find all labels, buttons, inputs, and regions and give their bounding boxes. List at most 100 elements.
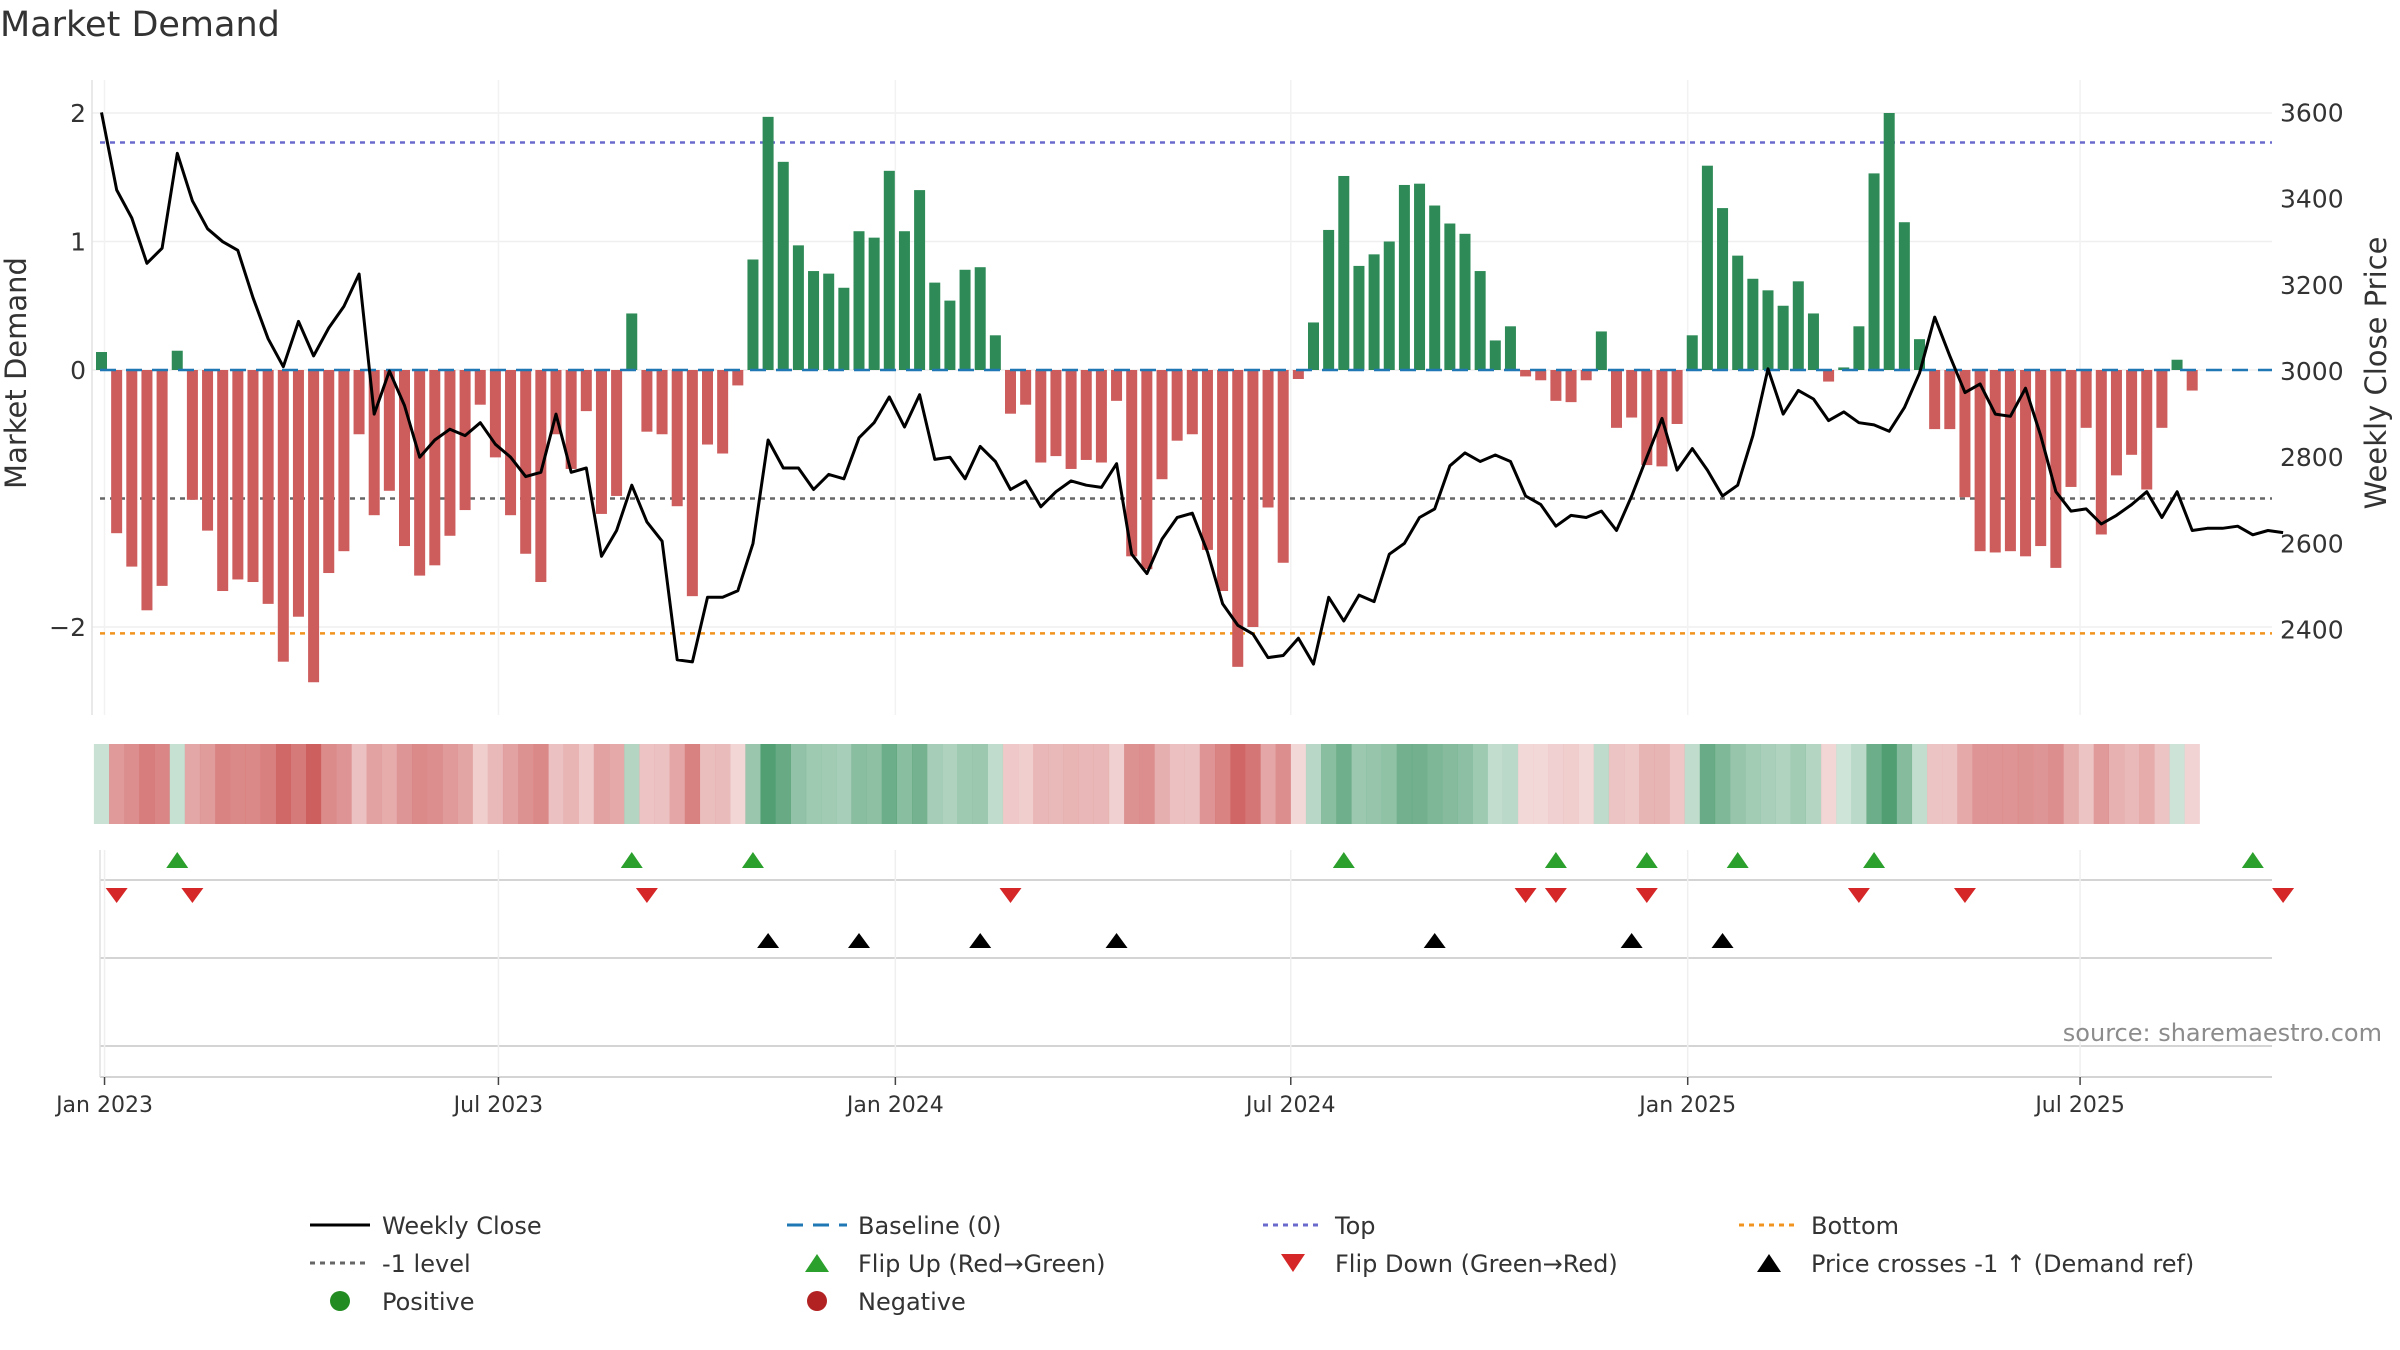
demand-bar-79 xyxy=(1292,370,1304,379)
left-tick-label-0: 2 xyxy=(70,99,86,128)
heat-cell-111 xyxy=(1775,744,1791,824)
demand-bar-25 xyxy=(474,370,486,405)
demand-bar-109 xyxy=(1747,278,1759,370)
chart-title: Market Demand xyxy=(0,5,280,45)
heat-cell-58 xyxy=(972,744,988,824)
flip-up-marker-7 xyxy=(1863,852,1886,868)
demand-bar-22 xyxy=(429,370,441,566)
heat-cell-95 xyxy=(1533,744,1549,824)
right-tick-label-2: 3200 xyxy=(2280,271,2344,300)
demand-bar-92 xyxy=(1489,340,1501,370)
legend-baseline: Baseline (0) xyxy=(787,1212,1001,1240)
heat-cell-92 xyxy=(1487,744,1503,824)
demand-bar-2 xyxy=(126,370,138,567)
flip-up-marker-1 xyxy=(620,852,643,868)
demand-bar-134 xyxy=(2126,370,2138,455)
demand-bar-127 xyxy=(2020,370,2032,557)
x-tick-label-0: Jan 2023 xyxy=(54,1093,153,1118)
heat-cell-99 xyxy=(1593,744,1610,824)
heat-cell-9 xyxy=(230,744,246,824)
heat-cell-126 xyxy=(2002,744,2019,824)
legend-flip-up-icon xyxy=(805,1254,829,1272)
demand-bar-81 xyxy=(1323,229,1335,370)
heat-cell-100 xyxy=(1608,744,1625,824)
heat-cell-1 xyxy=(109,744,125,824)
heat-cell-113 xyxy=(1805,744,1822,824)
weekly-close-line xyxy=(100,112,2284,666)
heat-cell-74 xyxy=(1215,744,1231,824)
heat-cell-12 xyxy=(275,744,291,824)
heat-cell-44 xyxy=(760,744,776,824)
flip-down-marker-6 xyxy=(1635,888,1658,903)
demand-bar-34 xyxy=(611,370,623,496)
heat-cell-86 xyxy=(1396,744,1413,824)
heat-cell-116 xyxy=(1851,744,1867,824)
demand-bar-136 xyxy=(2156,370,2168,428)
heat-cell-33 xyxy=(593,744,610,824)
demand-bar-93 xyxy=(1504,326,1516,370)
legend-price-cross-label: Price crosses -1 ↑ (Demand ref) xyxy=(1811,1250,2194,1278)
demand-heat-strip xyxy=(93,744,2200,824)
price-cross-marker-1 xyxy=(848,933,870,948)
heat-cell-129 xyxy=(2048,744,2064,824)
heat-cell-15 xyxy=(321,744,337,824)
heat-cell-49 xyxy=(836,744,852,824)
demand-bar-29 xyxy=(535,370,547,583)
demand-bar-117 xyxy=(1868,173,1880,370)
heat-cell-18 xyxy=(366,744,382,824)
demand-bar-56 xyxy=(944,300,956,370)
legend-flip-down-label: Flip Down (Green→Red) xyxy=(1335,1250,1618,1278)
heat-cell-123 xyxy=(1957,744,1973,824)
demand-bar-32 xyxy=(580,370,592,412)
demand-bar-91 xyxy=(1474,271,1486,370)
x-axis-ticks: Jan 2023 Jul 2023 Jan 2024 Jul 2024 Jan 2025… xyxy=(54,1077,2125,1118)
right-axis-label: Weekly Close Price xyxy=(2359,237,2393,510)
heat-cell-110 xyxy=(1760,744,1776,824)
heat-cell-108 xyxy=(1730,744,1746,824)
demand-bar-67 xyxy=(1111,370,1123,401)
heat-cell-104 xyxy=(1669,744,1685,824)
heat-cell-64 xyxy=(1063,744,1079,824)
flip-up-marker-4 xyxy=(1544,852,1567,868)
heat-cell-34 xyxy=(609,744,625,824)
demand-bar-76 xyxy=(1247,370,1259,627)
heat-cell-28 xyxy=(518,744,534,824)
legend-flip-up: Flip Up (Red→Green) xyxy=(805,1250,1106,1278)
flip-up-marker-0 xyxy=(166,852,189,868)
heat-cell-24 xyxy=(457,744,473,824)
demand-bar-49 xyxy=(838,287,850,370)
demand-bar-118 xyxy=(1883,113,1895,370)
left-tick-label-3: −2 xyxy=(49,613,86,642)
heat-cell-35 xyxy=(624,744,640,824)
flip-up-marker-2 xyxy=(741,852,764,868)
heat-cell-112 xyxy=(1790,744,1806,824)
demand-bar-65 xyxy=(1080,370,1092,460)
demand-bar-4 xyxy=(156,370,168,586)
heat-cell-69 xyxy=(1139,744,1155,824)
heat-cell-16 xyxy=(336,744,352,824)
heat-cell-105 xyxy=(1684,744,1700,824)
demand-bar-110 xyxy=(1762,290,1774,370)
heat-cell-17 xyxy=(351,744,367,824)
demand-bar-112 xyxy=(1792,281,1804,370)
demand-bar-133 xyxy=(2110,370,2122,476)
legend-positive-label: Positive xyxy=(382,1288,475,1316)
heat-cell-84 xyxy=(1366,744,1382,824)
heat-cell-30 xyxy=(548,744,564,824)
heat-cell-47 xyxy=(805,744,822,824)
heat-cell-132 xyxy=(2093,744,2109,824)
demand-bar-137 xyxy=(2171,359,2183,370)
heat-cell-2 xyxy=(124,744,140,824)
heat-cell-6 xyxy=(184,744,201,824)
heat-cell-133 xyxy=(2108,744,2125,824)
demand-bar-44 xyxy=(762,116,774,370)
heat-cell-45 xyxy=(775,744,791,824)
demand-bar-84 xyxy=(1368,254,1380,370)
demand-bar-15 xyxy=(323,370,335,574)
heat-cell-53 xyxy=(896,744,913,824)
heat-cell-77 xyxy=(1260,744,1276,824)
heat-cell-31 xyxy=(563,744,579,824)
demand-bar-99 xyxy=(1595,331,1607,370)
heat-cell-119 xyxy=(1896,744,1913,824)
